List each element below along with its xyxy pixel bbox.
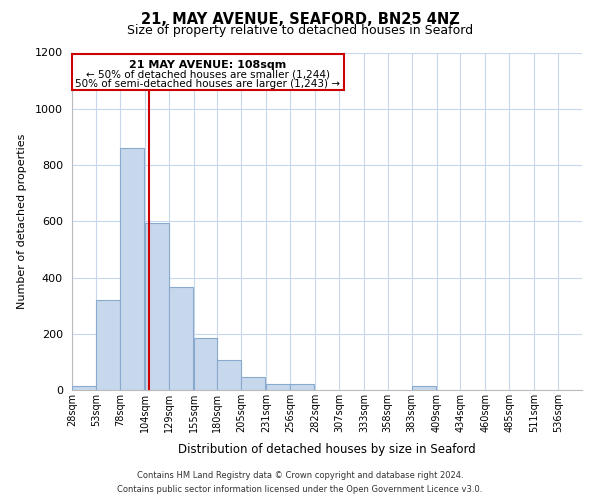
- Bar: [145, 222, 169, 390]
- Text: 21 MAY AVENUE: 108sqm: 21 MAY AVENUE: 108sqm: [129, 60, 286, 70]
- Bar: [194, 338, 217, 390]
- Bar: [266, 384, 290, 390]
- Bar: [241, 377, 265, 390]
- Bar: [290, 384, 314, 390]
- Bar: [72, 54, 344, 90]
- X-axis label: Distribution of detached houses by size in Seaford: Distribution of detached houses by size …: [178, 444, 476, 456]
- Bar: [412, 386, 436, 390]
- Bar: [120, 148, 144, 390]
- Text: 21, MAY AVENUE, SEAFORD, BN25 4NZ: 21, MAY AVENUE, SEAFORD, BN25 4NZ: [140, 12, 460, 28]
- Text: 50% of semi-detached houses are larger (1,243) →: 50% of semi-detached houses are larger (…: [76, 79, 340, 89]
- Y-axis label: Number of detached properties: Number of detached properties: [17, 134, 26, 309]
- Bar: [96, 300, 120, 390]
- Text: Size of property relative to detached houses in Seaford: Size of property relative to detached ho…: [127, 24, 473, 37]
- Text: Contains HM Land Registry data © Crown copyright and database right 2024.
Contai: Contains HM Land Registry data © Crown c…: [118, 472, 482, 494]
- Bar: [217, 360, 241, 390]
- Text: ← 50% of detached houses are smaller (1,244): ← 50% of detached houses are smaller (1,…: [86, 70, 330, 80]
- Bar: [72, 386, 96, 390]
- Bar: [169, 288, 193, 390]
